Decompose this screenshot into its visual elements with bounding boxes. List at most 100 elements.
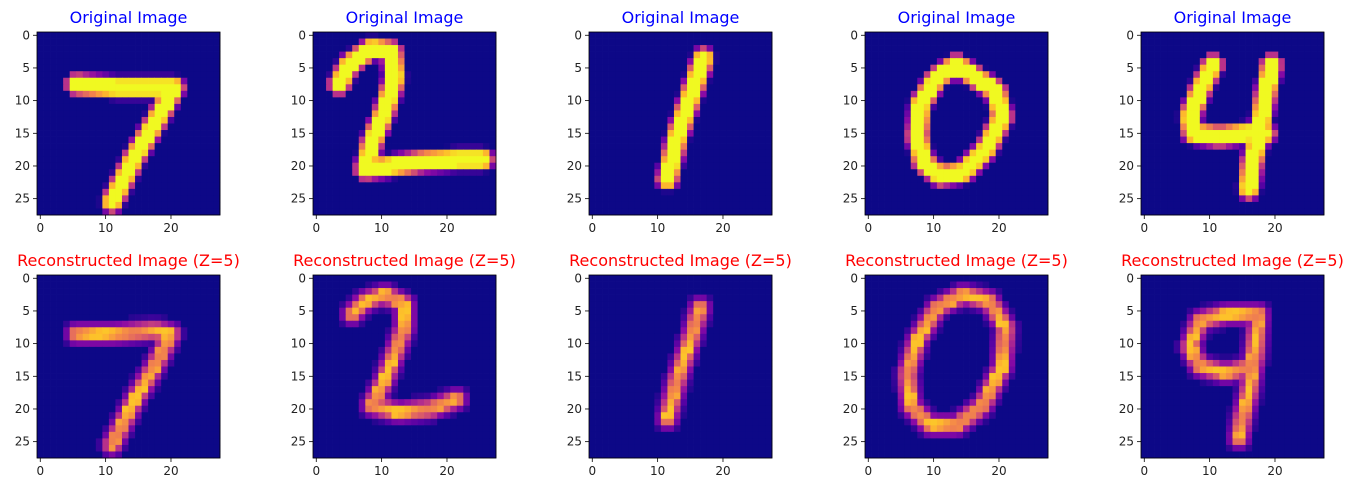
heatmap-cell [469, 45, 477, 52]
heatmap-cell [391, 77, 399, 85]
heatmap-cell [154, 175, 162, 183]
heatmap-cell [608, 169, 616, 177]
heatmap-cell [437, 294, 445, 302]
heatmap-cell [69, 32, 77, 39]
heatmap-cell [437, 103, 445, 111]
heatmap-cell [1239, 45, 1246, 52]
heatmap-cell [660, 143, 668, 150]
heatmap-cell [313, 71, 320, 79]
heatmap-cell [200, 405, 208, 413]
heatmap-cell [63, 281, 71, 289]
heatmap-cell [923, 175, 931, 183]
heatmap-cell [384, 208, 392, 216]
heatmap-cell [358, 116, 366, 124]
heatmap-cell [174, 162, 182, 170]
heatmap-cell [135, 156, 142, 164]
heatmap-cell [161, 353, 169, 361]
heatmap-cell [174, 77, 182, 85]
heatmap-cell [1232, 162, 1240, 170]
heatmap-cell [206, 353, 214, 361]
heatmap-cell [345, 58, 353, 66]
heatmap-cell [1180, 116, 1188, 124]
heatmap-cell [332, 208, 340, 216]
heatmap-cell [443, 58, 451, 66]
heatmap-cell [1284, 188, 1292, 196]
heatmap-cell [345, 64, 353, 72]
heatmap-cell [1278, 201, 1286, 209]
heatmap-cell [135, 110, 142, 118]
heatmap-cell [700, 201, 707, 209]
heatmap-cell [69, 425, 77, 433]
heatmap-cell [404, 169, 412, 177]
heatmap-cell [463, 288, 471, 295]
heatmap-cell [352, 32, 360, 39]
heatmap-cell [121, 136, 129, 144]
x-tick-label: 10 [374, 221, 389, 235]
heatmap-cell [1154, 149, 1161, 157]
heatmap-cell [1232, 156, 1240, 164]
heatmap-cell [963, 32, 970, 39]
heatmap-cell [745, 201, 753, 209]
heatmap-cell [339, 71, 347, 79]
heatmap-cell [76, 195, 84, 203]
heatmap-cell [417, 275, 425, 282]
heatmap-cell [621, 175, 629, 183]
heatmap-cell [1028, 182, 1036, 190]
heatmap-cell [161, 412, 169, 420]
heatmap-cell [313, 208, 320, 216]
heatmap-cell [115, 379, 123, 387]
heatmap-cell [417, 169, 425, 177]
heatmap-cell [1232, 64, 1240, 72]
heatmap-cell [82, 327, 90, 335]
heatmap-cell [1239, 169, 1246, 177]
heatmap-cell [758, 162, 766, 170]
heatmap-cell [726, 169, 734, 177]
heatmap-cell [917, 45, 925, 52]
heatmap-cell [1186, 51, 1194, 59]
heatmap-cell [76, 32, 84, 39]
heatmap-cell [1278, 149, 1286, 157]
heatmap-cell [37, 307, 44, 315]
heatmap-cell [1232, 188, 1240, 196]
heatmap-cell [456, 294, 464, 302]
heatmap-cell [193, 438, 201, 446]
heatmap-cell [332, 275, 340, 282]
heatmap-cell [339, 188, 347, 196]
heatmap-cell [430, 77, 438, 85]
heatmap-cell [989, 175, 997, 183]
heatmap-cell [102, 451, 110, 459]
heatmap-cell [193, 301, 201, 309]
x-tick-label: 10 [1202, 221, 1217, 235]
heatmap-cell [1206, 130, 1214, 137]
heatmap-cell [180, 38, 188, 46]
heatmap-cell [167, 418, 175, 426]
heatmap-cell [43, 444, 51, 452]
heatmap-cell [69, 149, 77, 157]
heatmap-cell [1239, 123, 1246, 131]
heatmap-cell [200, 379, 208, 387]
heatmap-cell [378, 77, 386, 85]
heatmap-cell [989, 116, 997, 124]
heatmap-cell [1304, 188, 1312, 196]
heatmap-cell [628, 110, 636, 118]
heatmap-cell [352, 288, 360, 295]
heatmap-cell [89, 130, 97, 137]
heatmap-cell [647, 110, 655, 118]
heatmap-cell [752, 51, 760, 59]
heatmap-cell [200, 366, 208, 374]
heatmap-cell [200, 208, 208, 216]
heatmap-cell [1154, 32, 1161, 39]
heatmap-cell [765, 38, 773, 46]
heatmap-cell [206, 64, 214, 72]
heatmap-cell [82, 373, 90, 380]
panel-title: Original Image [622, 8, 740, 27]
heatmap-cell [180, 444, 188, 452]
heatmap-cell [923, 64, 931, 72]
heatmap-cell [995, 32, 1003, 39]
heatmap-cell [936, 32, 944, 39]
heatmap-cell [404, 64, 412, 72]
heatmap-cell [1258, 51, 1266, 59]
heatmap-cell [339, 281, 347, 289]
heatmap-cell [128, 116, 136, 124]
heatmap-cell [200, 438, 208, 446]
